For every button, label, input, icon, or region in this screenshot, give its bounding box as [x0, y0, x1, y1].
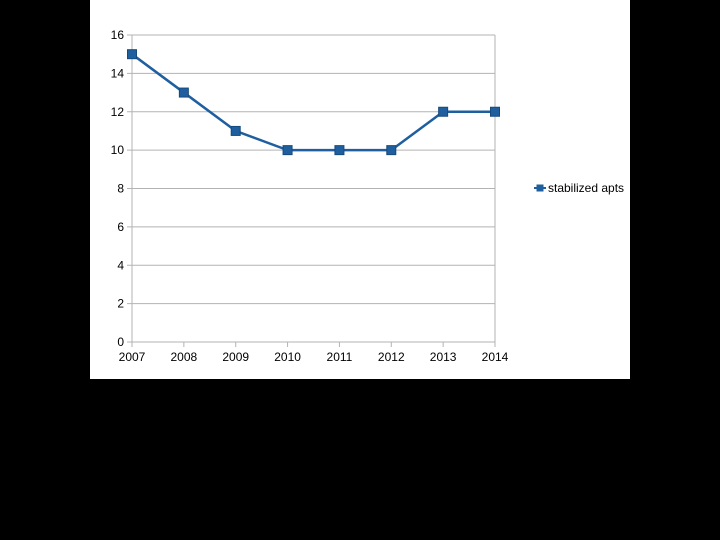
y-tick-label: 10	[111, 143, 125, 157]
series-line-0	[131, 53, 495, 152]
y-tick-label: 4	[117, 258, 124, 272]
y-tick-label: 2	[117, 297, 124, 311]
data-point-marker	[178, 87, 189, 98]
legend-marker	[536, 184, 544, 192]
data-point-marker	[127, 49, 137, 60]
y-tick-label: 8	[117, 182, 124, 196]
y-tick-label: 12	[111, 105, 125, 119]
legend-label: stabilized apts	[548, 181, 624, 195]
data-point-marker	[282, 145, 293, 156]
x-tick-label: 2010	[274, 350, 301, 364]
x-tick-label: 2012	[378, 350, 405, 364]
x-tick-labels: 2007 2008 2009 2010 2011 2012 2013 2014	[119, 350, 509, 364]
x-tick-label: 2008	[171, 350, 198, 364]
x-tick-label: 2009	[222, 350, 249, 364]
x-tick-label: 2011	[327, 350, 353, 364]
series-markers	[127, 49, 500, 156]
data-point-marker	[230, 125, 241, 136]
series-lines	[131, 53, 495, 152]
x-tick-label: 2013	[430, 350, 457, 364]
x-tick-label: 2007	[119, 350, 146, 364]
y-tick-label: 0	[117, 335, 124, 349]
data-point-marker	[334, 145, 345, 156]
gridlines	[132, 34, 495, 343]
y-tick-labels: 0 2 4 6 8 10 12 14 16	[111, 28, 125, 349]
y-tick-label: 16	[111, 28, 125, 42]
x-tick-label: 2014	[482, 350, 509, 364]
axes	[127, 34, 496, 347]
data-point-marker	[490, 106, 500, 117]
data-point-marker	[386, 145, 397, 156]
y-tick-label: 14	[111, 66, 125, 80]
data-point-marker	[438, 106, 449, 117]
legend: stabilized apts	[534, 181, 624, 195]
y-tick-label: 6	[117, 220, 124, 234]
